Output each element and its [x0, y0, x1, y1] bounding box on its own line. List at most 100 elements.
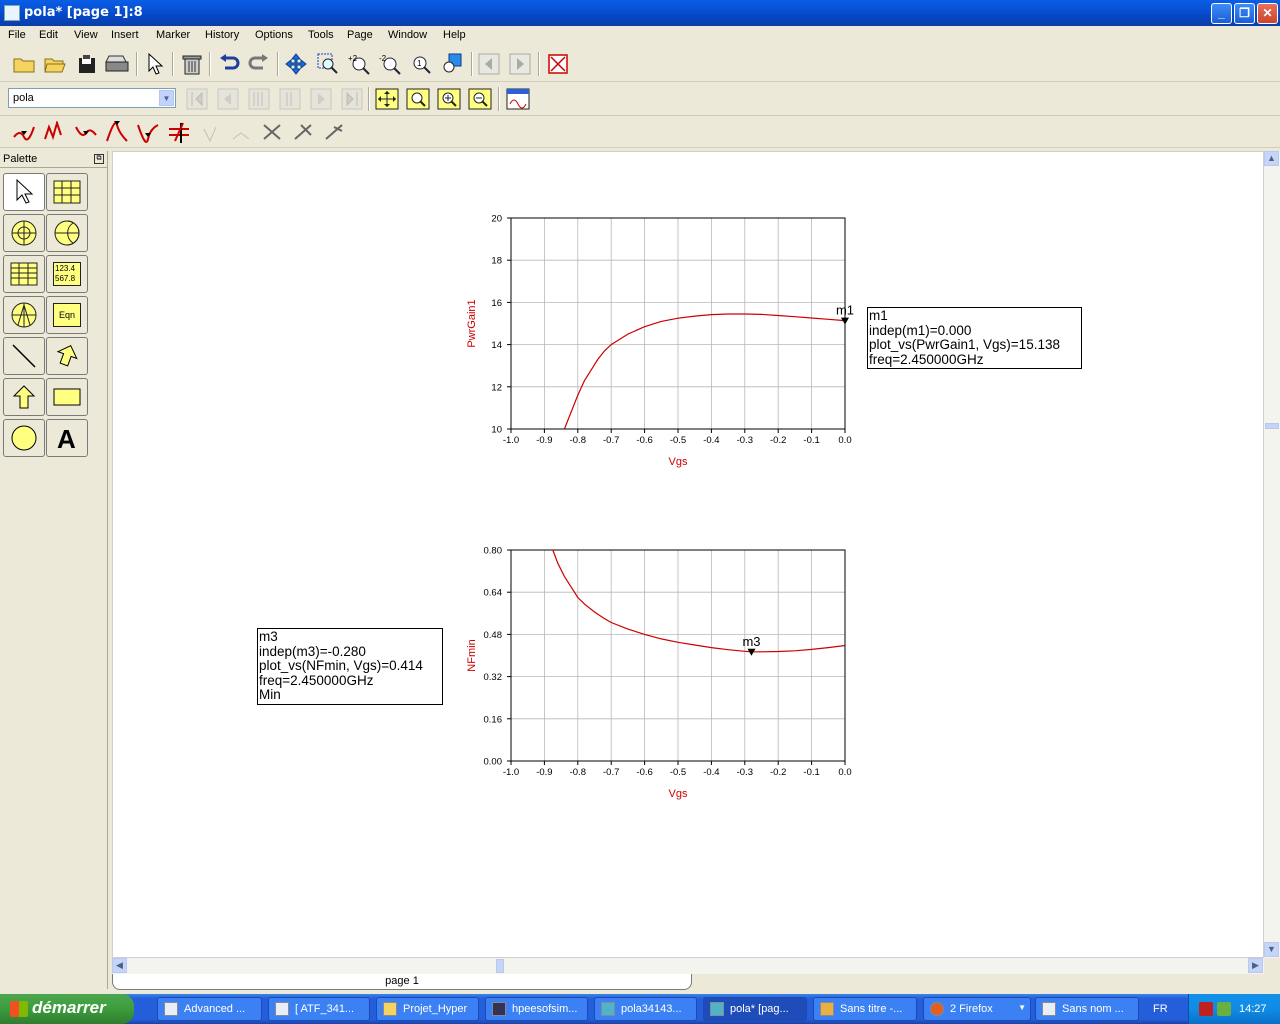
- page-tab[interactable]: page 1: [112, 974, 692, 990]
- menu-marker[interactable]: Marker: [156, 29, 191, 41]
- menu-edit[interactable]: Edit: [39, 29, 58, 41]
- menu-page[interactable]: Page: [347, 29, 373, 41]
- palette-rectangle-button[interactable]: [46, 378, 88, 416]
- menu-history[interactable]: History: [205, 29, 240, 41]
- restore-button[interactable]: ❐: [1234, 3, 1255, 24]
- palette-circle-button[interactable]: [3, 419, 45, 457]
- pointer-icon: [16, 179, 34, 204]
- trace-right-icon[interactable]: [278, 87, 302, 111]
- first-trace-icon[interactable]: [185, 87, 209, 111]
- palette-polyline-button[interactable]: [46, 337, 88, 375]
- marker-disabled-1-icon[interactable]: [198, 120, 222, 144]
- horizontal-scroll-thumb[interactable]: [496, 959, 504, 973]
- marker-reading-icon[interactable]: [322, 120, 346, 144]
- palette-numbers-button[interactable]: 123.4 567.8: [46, 255, 88, 293]
- new-marker-icon[interactable]: [12, 120, 36, 144]
- menu-tools[interactable]: Tools: [308, 29, 334, 41]
- title-bar: pola* [page 1]:8 _ ❐ ✕: [0, 0, 1280, 26]
- scroll-down-icon[interactable]: ▼: [1264, 942, 1279, 957]
- move-icon[interactable]: [284, 52, 308, 76]
- undo-icon[interactable]: [217, 52, 241, 76]
- valley-marker-icon[interactable]: [136, 120, 160, 144]
- palette-equation-button[interactable]: Eqn: [46, 296, 88, 334]
- language-indicator[interactable]: FR: [1153, 1003, 1168, 1015]
- zoom-plot-in-icon[interactable]: [437, 87, 461, 111]
- new-icon[interactable]: [12, 52, 36, 76]
- start-button[interactable]: démarrer: [0, 994, 134, 1024]
- redo-icon[interactable]: [247, 52, 271, 76]
- palette-polygon-button[interactable]: [3, 378, 45, 416]
- minimize-button[interactable]: _: [1211, 3, 1232, 24]
- antivirus-icon[interactable]: [1199, 1002, 1213, 1016]
- save-icon[interactable]: [75, 52, 99, 76]
- marker-m1-readout[interactable]: m1 indep(m1)=0.000 plot_vs(PwrGain1, Vgs…: [867, 307, 1082, 369]
- menu-help[interactable]: Help: [443, 29, 466, 41]
- next-trace-icon[interactable]: [309, 87, 333, 111]
- stop-icon[interactable]: [546, 52, 570, 76]
- chevron-down-icon[interactable]: ▼: [159, 90, 174, 106]
- marker-disabled-2-icon[interactable]: [229, 120, 253, 144]
- palette-polar-plot-button[interactable]: [3, 214, 45, 252]
- task-pola34143[interactable]: pola34143...: [594, 997, 697, 1021]
- zoom-plot-out-icon[interactable]: [468, 87, 492, 111]
- scroll-up-icon[interactable]: ▲: [1264, 151, 1279, 166]
- palette-list-button[interactable]: [3, 255, 45, 293]
- palette-smith-chart-button[interactable]: [46, 214, 88, 252]
- scroll-right-icon[interactable]: ▶: [1248, 958, 1263, 973]
- print-icon[interactable]: [105, 52, 129, 76]
- prev-trace-icon[interactable]: [216, 87, 240, 111]
- palette-antenna-button[interactable]: [3, 296, 45, 334]
- line-marker-icon[interactable]: [167, 120, 191, 144]
- menu-options[interactable]: Options: [255, 29, 293, 41]
- palette-text-button[interactable]: A: [46, 419, 88, 457]
- palette-line-button[interactable]: [3, 337, 45, 375]
- task-sans-titre[interactable]: Sans titre -...: [813, 997, 917, 1021]
- task-firefox[interactable]: 2 Firefox ▼: [923, 997, 1031, 1021]
- zoom-area-icon[interactable]: [316, 52, 340, 76]
- task-sans-nom[interactable]: Sans nom ...: [1035, 997, 1139, 1021]
- palette-pointer-button[interactable]: [3, 173, 45, 211]
- last-trace-icon[interactable]: [340, 87, 364, 111]
- palette-rectangular-plot-button[interactable]: [46, 173, 88, 211]
- vertical-scrollbar[interactable]: ▲ ▼: [1264, 151, 1280, 958]
- plot-options-icon[interactable]: [506, 87, 530, 111]
- window-icon: [710, 1002, 724, 1016]
- menu-window[interactable]: Window: [388, 29, 428, 41]
- plot-canvas[interactable]: -1.0 -0.9 -0.8 -0.7 -0.6 -0.5 -0.4 -0.3 -0.2 -0.1…: [112, 151, 1264, 958]
- min-marker-icon[interactable]: [74, 120, 98, 144]
- task-atf[interactable]: [ ATF_341...: [268, 997, 370, 1021]
- network-icon[interactable]: [1217, 1002, 1231, 1016]
- autoscale-icon[interactable]: [375, 87, 399, 111]
- zoom-window-icon[interactable]: [406, 87, 430, 111]
- select-pointer-icon[interactable]: [143, 52, 167, 76]
- page-select[interactable]: pola ▼: [8, 88, 176, 108]
- task-pola-page[interactable]: pola* [pag...: [703, 997, 807, 1021]
- horizontal-scrollbar[interactable]: ◀ ▶: [112, 958, 1264, 974]
- menu-insert[interactable]: Insert: [111, 29, 139, 41]
- zoom-in-icon[interactable]: +2: [347, 52, 371, 76]
- scroll-left-icon[interactable]: ◀: [112, 958, 127, 973]
- open-folder-icon[interactable]: [43, 52, 67, 76]
- menu-file[interactable]: File: [8, 29, 26, 41]
- peak-marker-icon[interactable]: [105, 120, 129, 144]
- delete-icon[interactable]: [180, 52, 204, 76]
- pan-view-icon[interactable]: [440, 52, 464, 76]
- undock-icon[interactable]: ⧉: [94, 154, 104, 164]
- close-button[interactable]: ✕: [1257, 3, 1278, 24]
- task-advanced[interactable]: Advanced ...: [157, 997, 262, 1021]
- previous-page-icon[interactable]: [477, 52, 501, 76]
- trace-left-icon[interactable]: [247, 87, 271, 111]
- menu-view[interactable]: View: [74, 29, 98, 41]
- x-tick-label: -0.3: [737, 767, 753, 778]
- marker-m3-readout[interactable]: m3 indep(m3)=-0.280 plot_vs(NFmin, Vgs)=…: [257, 628, 443, 705]
- vertical-scroll-thumb[interactable]: [1265, 423, 1279, 429]
- max-marker-icon[interactable]: [43, 120, 67, 144]
- zoom-actual-icon[interactable]: 1: [409, 52, 433, 76]
- zoom-out-icon[interactable]: -2: [378, 52, 402, 76]
- next-page-icon[interactable]: [508, 52, 532, 76]
- task-projet-hyper[interactable]: Projet_Hyper: [376, 997, 479, 1021]
- offset-marker-icon[interactable]: [291, 120, 315, 144]
- task-hpeesofsim[interactable]: hpeesofsim...: [485, 997, 588, 1021]
- y-tick-label: 0.48: [484, 630, 503, 641]
- delta-marker-icon[interactable]: [260, 120, 284, 144]
